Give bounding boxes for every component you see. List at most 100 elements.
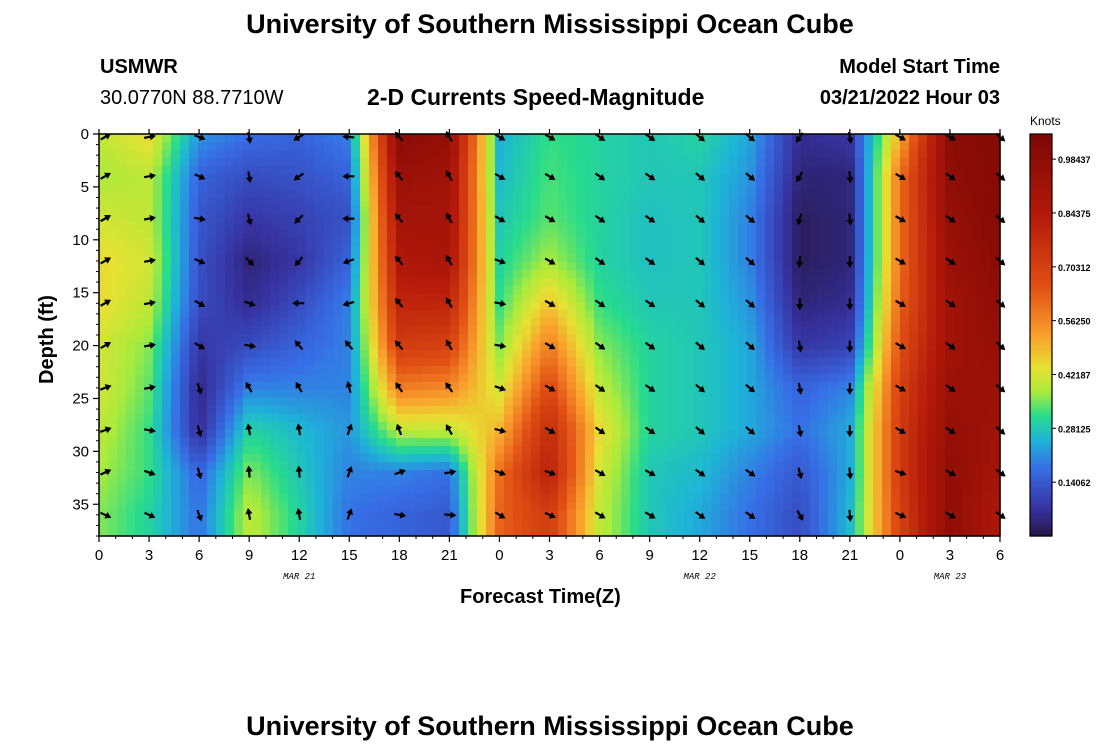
heatmap-cell	[459, 454, 469, 463]
heatmap-cell	[567, 334, 577, 343]
heatmap-cell	[315, 262, 325, 271]
heatmap-cell	[189, 182, 199, 191]
heatmap-cell	[729, 406, 739, 415]
heatmap-cell	[207, 150, 217, 159]
heatmap-cell	[675, 446, 685, 455]
heatmap-cell	[594, 446, 604, 455]
heatmap-cell	[540, 438, 550, 447]
heatmap-cell	[891, 174, 901, 183]
heatmap-cell	[783, 494, 793, 503]
heatmap-cell	[666, 510, 676, 519]
heatmap-cell	[99, 302, 109, 311]
heatmap-cell	[936, 374, 946, 383]
heatmap-cell	[396, 478, 406, 487]
heatmap-cell	[891, 342, 901, 351]
heatmap-cell	[531, 222, 541, 231]
heatmap-cell	[405, 246, 415, 255]
heatmap-cell	[621, 462, 631, 471]
heatmap-cell	[396, 318, 406, 327]
heatmap-cell	[414, 214, 424, 223]
heatmap-cell	[612, 510, 622, 519]
heatmap-cell	[504, 430, 514, 439]
heatmap-cell	[585, 310, 595, 319]
heatmap-cell	[306, 430, 316, 439]
heatmap-cell	[153, 462, 163, 471]
heatmap-cell	[828, 190, 838, 199]
heatmap-cell	[810, 342, 820, 351]
heatmap-cell	[540, 238, 550, 247]
heatmap-cell	[702, 438, 712, 447]
heatmap-cell	[135, 318, 145, 327]
heatmap-cell	[522, 158, 532, 167]
heatmap-cell	[585, 478, 595, 487]
heatmap-cell	[486, 254, 496, 263]
heatmap-cell	[864, 222, 874, 231]
heatmap-cell	[369, 446, 379, 455]
heatmap-cell	[594, 518, 604, 527]
heatmap-cell	[567, 398, 577, 407]
heatmap-cell	[306, 238, 316, 247]
heatmap-cell	[666, 302, 676, 311]
heatmap-cell	[918, 270, 928, 279]
heatmap-cell	[297, 278, 307, 287]
heatmap-cell	[198, 358, 208, 367]
heatmap-cell	[648, 158, 658, 167]
heatmap-cell	[450, 222, 460, 231]
heatmap-cell	[216, 374, 226, 383]
heatmap-cell	[252, 230, 262, 239]
heatmap-cell	[738, 214, 748, 223]
heatmap-cell	[945, 502, 955, 511]
heatmap-cell	[882, 166, 892, 175]
heatmap-cell	[405, 422, 415, 431]
heatmap-cell	[756, 150, 766, 159]
heatmap-cell	[738, 350, 748, 359]
heatmap-cell	[279, 142, 289, 151]
heatmap-cell	[477, 398, 487, 407]
heatmap-cell	[675, 206, 685, 215]
heatmap-cell	[855, 438, 865, 447]
heatmap-cell	[900, 238, 910, 247]
heatmap-cell	[171, 302, 181, 311]
heatmap-cell	[729, 318, 739, 327]
heatmap-cell	[666, 342, 676, 351]
heatmap-cell	[162, 454, 172, 463]
heatmap-cell	[153, 342, 163, 351]
heatmap-cell	[702, 414, 712, 423]
heatmap-cell	[828, 214, 838, 223]
heatmap-cell	[729, 230, 739, 239]
heatmap-cell	[963, 198, 973, 207]
heatmap-cell	[387, 278, 397, 287]
heatmap-cell	[801, 198, 811, 207]
heatmap-cell	[819, 262, 829, 271]
heatmap-cell	[99, 294, 109, 303]
heatmap-cell	[873, 502, 883, 511]
heatmap-cell	[882, 198, 892, 207]
heatmap-cell	[855, 222, 865, 231]
heatmap-cell	[216, 334, 226, 343]
heatmap-cell	[576, 318, 586, 327]
heatmap-cell	[162, 334, 172, 343]
heatmap-cell	[648, 166, 658, 175]
heatmap-cell	[855, 518, 865, 527]
heatmap-cell	[252, 518, 262, 527]
heatmap-cell	[729, 310, 739, 319]
heatmap-cell	[819, 190, 829, 199]
heatmap-cell	[279, 454, 289, 463]
heatmap-cell	[585, 142, 595, 151]
heatmap-cell	[216, 286, 226, 295]
heatmap-cell	[486, 438, 496, 447]
heatmap-cell	[729, 366, 739, 375]
heatmap-cell	[882, 318, 892, 327]
heatmap-cell	[972, 214, 982, 223]
heatmap-cell	[954, 214, 964, 223]
heatmap-cell	[126, 190, 136, 199]
heatmap-cell	[612, 150, 622, 159]
heatmap-cell	[837, 478, 847, 487]
heatmap-cell	[270, 494, 280, 503]
heatmap-cell	[207, 406, 217, 415]
heatmap-cell	[468, 278, 478, 287]
heatmap-cell	[207, 470, 217, 479]
heatmap-cell	[459, 462, 469, 471]
heatmap-cell	[657, 302, 667, 311]
heatmap-cell	[432, 486, 442, 495]
